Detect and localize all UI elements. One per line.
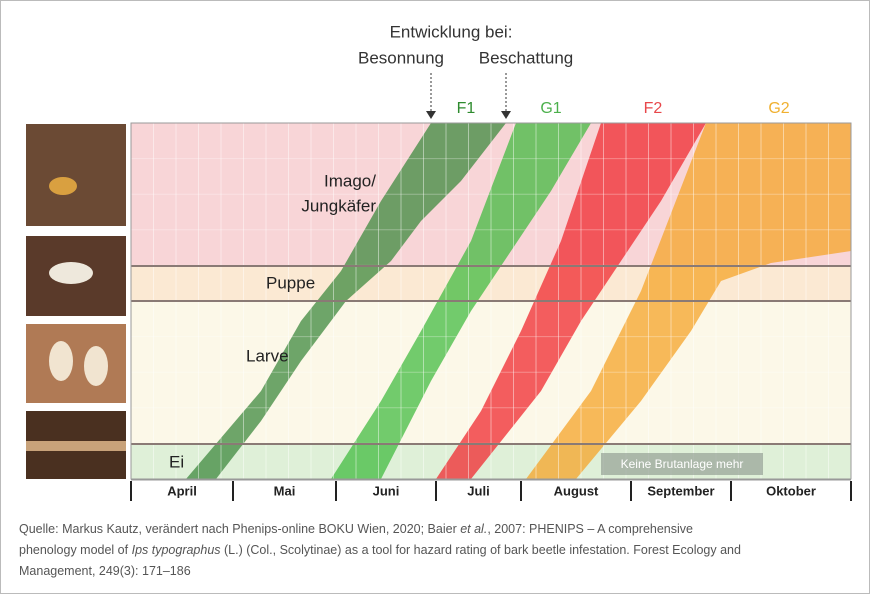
caption-text: et al. bbox=[460, 522, 488, 536]
caption-text: (L.) (Col., Scolytinae) as a tool for ha… bbox=[220, 543, 741, 557]
caption-text: Ips typographus bbox=[131, 543, 221, 557]
generation-label: G1 bbox=[540, 100, 561, 117]
photo bbox=[26, 124, 126, 226]
stage-label: Ei bbox=[169, 452, 184, 471]
photo bbox=[26, 324, 126, 403]
photo-detail bbox=[49, 341, 73, 381]
chart: Entwicklung bei: Besonnung Beschattung F… bbox=[26, 22, 852, 501]
generation-label: G2 bbox=[768, 100, 789, 117]
month-label: Juni bbox=[373, 483, 400, 498]
stage-label: Larve bbox=[246, 346, 289, 365]
month-label: August bbox=[554, 483, 599, 498]
arrow-head bbox=[426, 111, 436, 119]
caption-text: phenology model of bbox=[19, 543, 132, 557]
month-label: Mai bbox=[274, 483, 296, 498]
arrow-head bbox=[501, 111, 511, 119]
month-label: Juli bbox=[467, 483, 489, 498]
caption-text: Quelle: Markus Kautz, verändert nach Phe… bbox=[19, 522, 461, 536]
caption: Quelle: Markus Kautz, verändert nach Phe… bbox=[19, 519, 741, 582]
generation-label: F1 bbox=[457, 100, 476, 117]
caption-text: Management, 249(3): 171–186 bbox=[19, 564, 191, 578]
title: Entwicklung bei: bbox=[390, 22, 513, 41]
note: Keine Brutanlage mehr bbox=[621, 457, 744, 471]
stage-label: Jungkäfer bbox=[301, 196, 376, 215]
stage-label: Puppe bbox=[266, 273, 315, 292]
photo-detail bbox=[49, 262, 93, 284]
generation-label: F2 bbox=[644, 100, 663, 117]
month-label: April bbox=[167, 483, 197, 498]
photo-detail bbox=[26, 441, 126, 451]
stage-label: Imago/ bbox=[324, 171, 376, 190]
note-box bbox=[601, 453, 763, 475]
plot-frame bbox=[130, 122, 852, 480]
scenario-label: Beschattung bbox=[479, 48, 574, 67]
month-label: September bbox=[647, 483, 714, 498]
photo-detail bbox=[49, 177, 77, 195]
scenario-label: Besonnung bbox=[358, 48, 444, 67]
photo-detail bbox=[84, 346, 108, 386]
month-label: Oktober bbox=[766, 483, 816, 498]
caption-text: , 2007: PHENIPS – A comprehensive bbox=[487, 522, 693, 536]
